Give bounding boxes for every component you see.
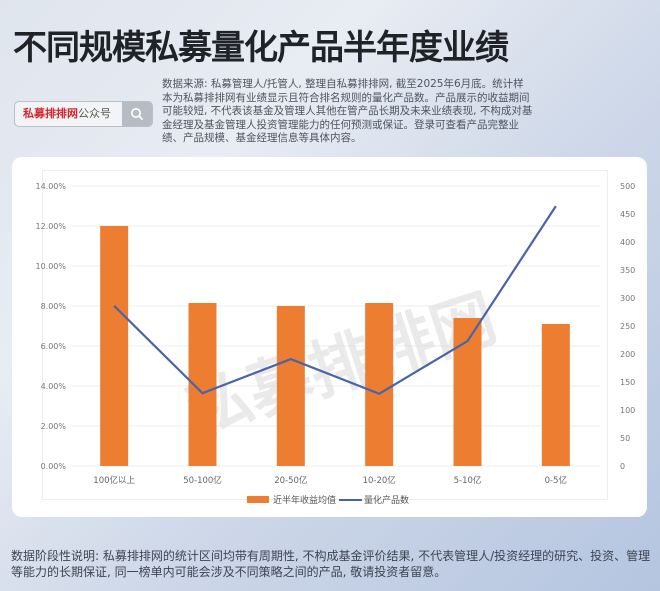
line-series <box>113 205 557 395</box>
x-tick-label: 10-20亿 <box>363 475 396 486</box>
search-button[interactable] <box>122 102 152 126</box>
bar <box>100 226 129 466</box>
y-left-tick: 8.00% <box>41 302 67 311</box>
y-left-tick: 6.00% <box>41 342 67 351</box>
brand-name: 私募排排网 <box>23 107 78 120</box>
y-left-tick: 4.00% <box>41 382 67 391</box>
footer-disclaimer: 数据阶段性说明: 私募排排网的统计区间均带有周期性, 不构成基金评价结果, 不代… <box>11 549 651 579</box>
search-badge-label: 私募排排网公众号 <box>15 102 122 126</box>
search-badge[interactable]: 私募排排网公众号 <box>14 101 153 127</box>
y-left-tick: 12.00% <box>35 222 66 231</box>
x-tick-label: 5-10亿 <box>454 475 482 486</box>
bar <box>453 318 482 466</box>
x-tick-label: 50-100亿 <box>183 475 222 486</box>
y-right-tick: 0 <box>620 462 625 471</box>
bar <box>276 306 305 466</box>
search-icon <box>131 108 144 121</box>
legend-bar-label: 近半年收益均值 <box>273 494 336 506</box>
y-right-tick: 200 <box>620 350 635 359</box>
legend-line-label: 量化产品数 <box>364 494 409 506</box>
x-tick-label: 20-50亿 <box>274 475 307 486</box>
y-right-tick: 100 <box>620 406 635 415</box>
page-title: 不同规模私募量化产品半年度业绩 <box>13 28 509 68</box>
bar <box>541 324 570 466</box>
y-left-tick: 2.00% <box>41 422 67 431</box>
y-right-tick: 250 <box>620 322 635 331</box>
y-right-tick: 50 <box>620 434 630 443</box>
data-source-note: 数据来源: 私募管理人/托管人, 整理自私募排排网, 截至2025年6月底。统计… <box>162 78 533 145</box>
y-left-tick: 10.00% <box>35 262 66 271</box>
y-right-tick: 500 <box>620 182 635 191</box>
x-tick-label: 0-5亿 <box>545 475 567 486</box>
x-tick-label: 100亿以上 <box>93 475 135 486</box>
y-right-tick: 350 <box>620 266 635 275</box>
chart-card: 0.00% 2.00% 4.00% 6.00% 8.00% 10.00% 12.00% 14.… <box>12 157 647 517</box>
y-left-tick: 0.00% <box>41 462 67 471</box>
brand-suffix: 公众号 <box>78 107 111 120</box>
y-right-tick: 400 <box>620 238 635 247</box>
y-left-tick: 14.00% <box>35 182 66 191</box>
y-right-tick: 450 <box>620 210 635 219</box>
legend-bar-swatch <box>247 496 269 503</box>
y-right-tick: 150 <box>620 378 635 387</box>
bar <box>365 303 394 466</box>
y-right-tick: 300 <box>620 294 635 303</box>
combo-chart: 0.00% 2.00% 4.00% 6.00% 8.00% 10.00% 12.00% 14.… <box>35 182 635 506</box>
chart-plot-area <box>42 170 608 500</box>
